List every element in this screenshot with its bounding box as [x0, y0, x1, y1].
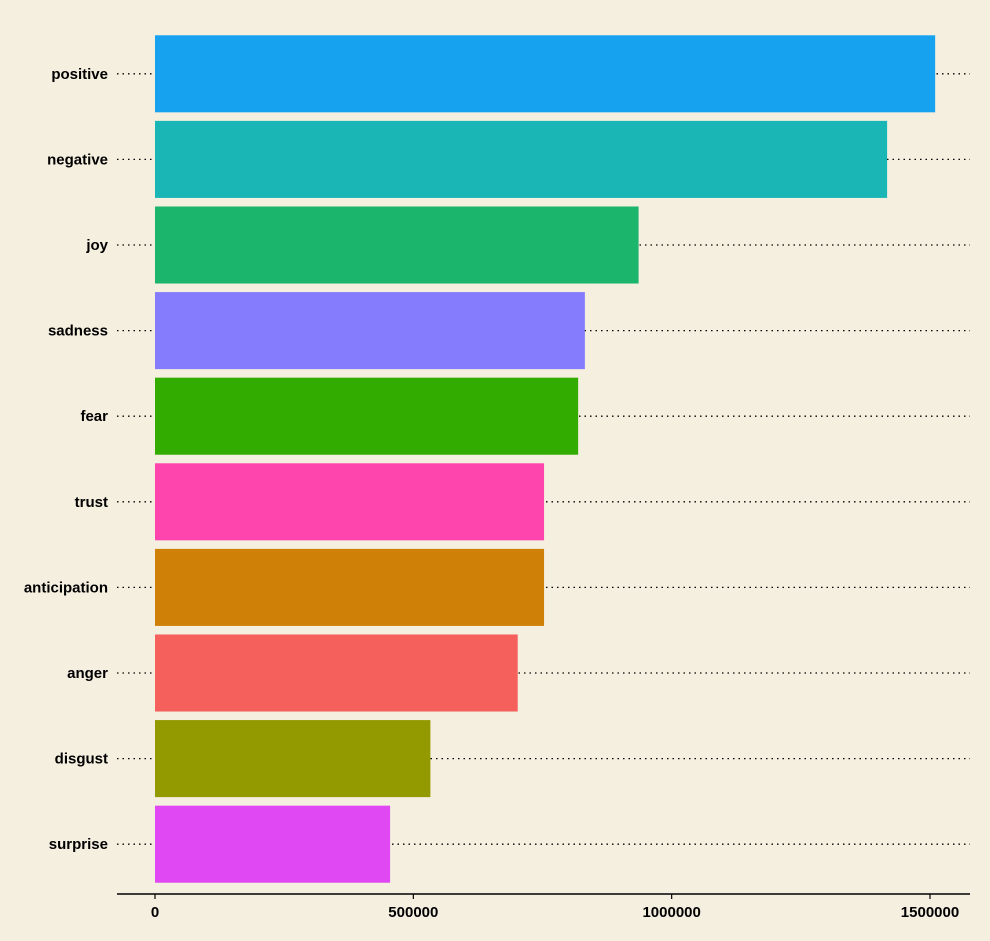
- bar-anger: [155, 634, 518, 712]
- bar-joy: [155, 206, 639, 284]
- category-label-surprise: surprise: [49, 836, 108, 853]
- bars-layer: [155, 35, 936, 883]
- category-label-anger: anger: [67, 665, 108, 682]
- bar-disgust: [155, 720, 431, 798]
- bar-positive: [155, 35, 936, 113]
- x-tick-label-2: 1000000: [642, 904, 700, 921]
- category-label-positive: positive: [51, 66, 108, 83]
- category-label-sadness: sadness: [48, 323, 108, 340]
- bar-negative: [155, 120, 888, 198]
- bar-fear: [155, 377, 579, 455]
- x-tick-label-3: 1500000: [901, 904, 959, 921]
- axis-layer: 0 500000 1000000 1500000: [117, 893, 970, 921]
- category-label-anticipation: anticipation: [24, 579, 108, 596]
- category-label-joy: joy: [85, 237, 108, 254]
- bar-surprise: [155, 805, 391, 883]
- labels-layer: positive negative joy sadness fear trust antic…: [24, 66, 109, 853]
- category-label-disgust: disgust: [55, 751, 108, 768]
- category-label-negative: negative: [47, 151, 108, 168]
- x-tick-label-1: 500000: [388, 904, 438, 921]
- bar-sadness: [155, 292, 585, 370]
- bar-anticipation: [155, 548, 545, 626]
- x-tick-label-0: 0: [151, 904, 159, 921]
- category-label-trust: trust: [75, 494, 108, 511]
- category-label-fear: fear: [80, 408, 108, 425]
- bar-trust: [155, 463, 545, 541]
